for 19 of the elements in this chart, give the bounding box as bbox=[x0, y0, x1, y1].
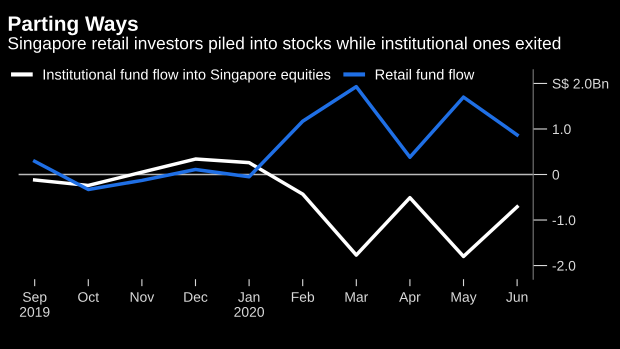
legend-label: Retail fund flow bbox=[376, 68, 474, 80]
x-tick-label: Feb bbox=[292, 292, 314, 302]
chart-title: Parting Ways bbox=[8, 16, 138, 36]
x-tick-label: May bbox=[452, 292, 477, 305]
x-tick-label: Apr bbox=[399, 292, 420, 305]
chart-subtitle: Singapore retail investors piled into stocks while institutional ones exited bbox=[8, 36, 560, 53]
x-tick-label: Jun bbox=[506, 292, 528, 302]
y-tick-label: -2.0 bbox=[552, 260, 576, 271]
y-tick-label: S$ 2.0Bn bbox=[552, 78, 608, 90]
x-tick-label: Jan 2020 bbox=[234, 292, 264, 317]
y-tick-label: 0 bbox=[552, 170, 560, 180]
x-tick-label: Nov bbox=[130, 292, 154, 302]
x-tick-label: Oct bbox=[78, 292, 99, 302]
y-tick-label: -1.0 bbox=[552, 215, 576, 226]
x-tick-label: Mar bbox=[345, 292, 368, 302]
x-tick-label: Dec bbox=[184, 292, 208, 302]
x-tick-label: Sep 2019 bbox=[20, 292, 50, 317]
legend-label: Institutional fund flow into Singapore equities bbox=[44, 68, 330, 83]
y-tick-label: 1.0 bbox=[553, 124, 571, 134]
